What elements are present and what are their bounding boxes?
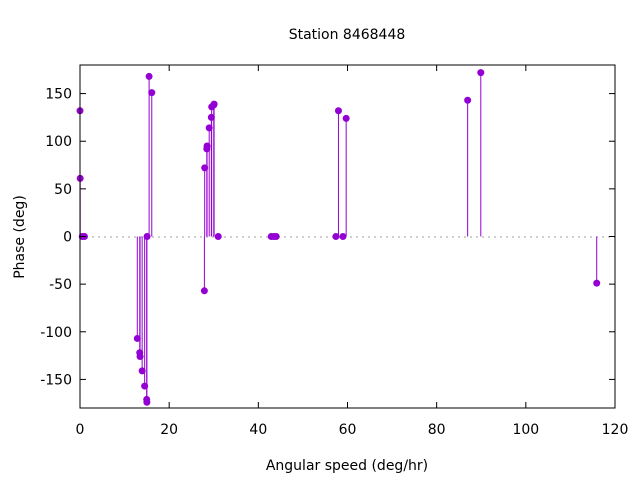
x-tick-label: 100 — [512, 422, 539, 438]
data-point — [214, 233, 222, 240]
y-tick-label: 150 — [45, 87, 72, 103]
data-point — [145, 72, 153, 80]
y-tick-label: -150 — [40, 372, 72, 388]
y-tick-label: 100 — [45, 134, 72, 150]
x-tick-label: 120 — [602, 422, 629, 438]
data-point — [133, 334, 141, 342]
x-axis-label: Angular speed (deg/hr) — [266, 458, 428, 474]
data-point — [143, 398, 151, 406]
x-axis: 0 20 40 60 80 100 120 — [76, 65, 629, 438]
data-point — [477, 69, 485, 77]
data-point — [342, 114, 350, 122]
data-point — [272, 233, 280, 240]
y-tick-label: -100 — [40, 325, 72, 341]
x-tick-label: 20 — [160, 422, 178, 438]
x-tick-label: 0 — [76, 422, 85, 438]
y-axis: -150 -100 -50 0 50 100 150 — [40, 87, 615, 388]
y-tick-label: 0 — [63, 230, 72, 246]
data-point — [210, 100, 218, 108]
x-tick-label: 60 — [339, 422, 357, 438]
data-marks — [76, 69, 601, 406]
y-tick-label: 50 — [54, 182, 72, 198]
data-point — [200, 287, 208, 295]
data-point — [593, 279, 601, 287]
y-tick-label: -50 — [49, 277, 72, 293]
data-point — [148, 89, 156, 97]
chart-title: Station 8468448 — [289, 27, 406, 43]
x-tick-label: 40 — [249, 422, 267, 438]
data-point — [334, 107, 342, 115]
data-point — [339, 233, 347, 240]
data-point — [332, 233, 340, 240]
data-point — [138, 367, 146, 375]
y-axis-label: Phase (deg) — [12, 195, 28, 279]
data-point — [464, 96, 472, 104]
x-tick-label: 80 — [428, 422, 446, 438]
